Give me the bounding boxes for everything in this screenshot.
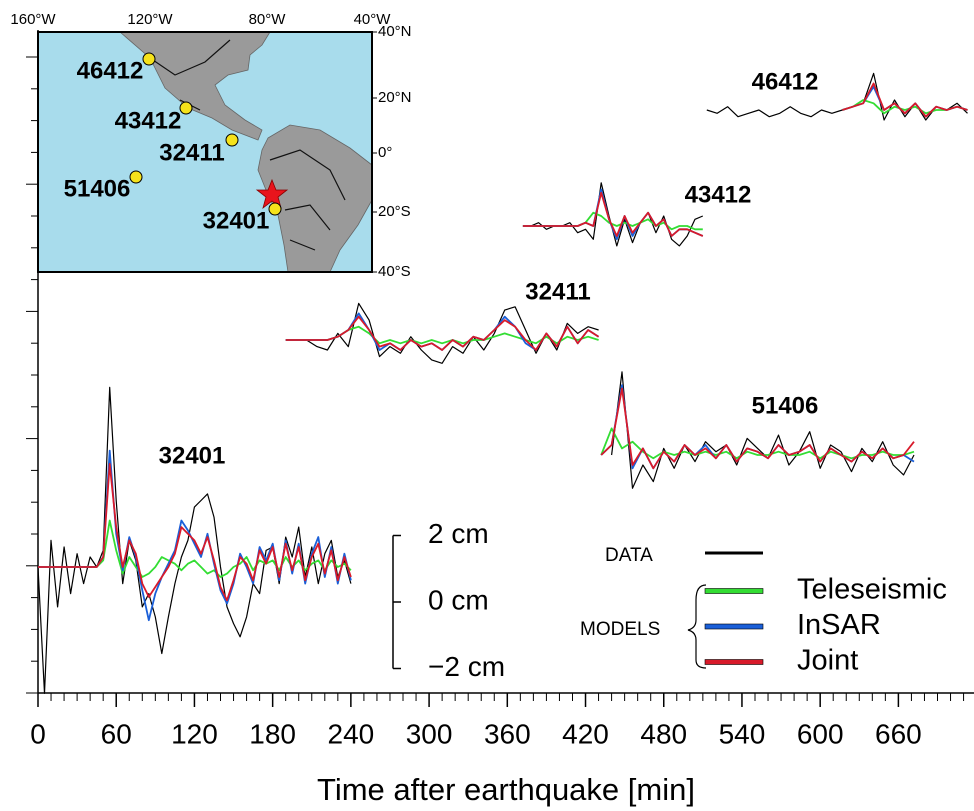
station-label: 32411 [525,278,590,305]
scale-bar: 2 cm 0 cm −2 cm [392,518,505,682]
map-lon-label: 80°W [249,11,287,28]
x-tick-label: 600 [797,718,844,749]
legend-swatch [704,623,764,630]
x-tick-label: 300 [406,718,453,749]
models-brace [687,584,707,669]
x-tick-label: 240 [328,718,375,749]
model-trace [38,463,352,602]
map-lat-label: 40°S [378,263,411,280]
legend-swatch [704,659,764,665]
map-station-label: 43412 [115,107,182,134]
map-lat-label: 40°N [378,23,412,40]
x-tick-label: 180 [249,718,296,749]
x-tick-label: 360 [484,718,531,749]
legend-swatch [704,588,764,594]
station-dot [129,170,143,184]
data-trace [522,182,704,247]
model-trace [842,82,968,118]
map-station-label: 32411 [159,139,224,166]
x-tick-label: 420 [562,718,609,749]
model-trace [285,315,600,351]
land [257,124,373,273]
map-lon-label: 40°W [354,11,392,28]
x-tick-label: 60 [101,718,132,749]
legend-label: Teleseismic [797,574,947,606]
map-lon-label: 160°W [10,11,56,28]
station-dot [225,133,239,147]
map-station-label: 51406 [64,175,131,202]
station-dot [268,202,282,216]
data-trace [37,386,352,694]
data-trace [706,72,968,121]
station-label: 51406 [752,392,819,419]
model-trace [38,449,352,622]
station-label: 43412 [685,181,752,208]
scale-bar-label: 2 cm [428,518,489,549]
scale-bar-label: 0 cm [428,584,489,615]
x-tick-label: 120 [171,718,218,749]
legend-label: InSAR [797,609,881,641]
station-dot [179,101,193,115]
epicenter [255,178,289,210]
map-inset: 160°W 120°W 80°W 40°W40°N 20°N 0° 20°S 40°S 4641… [10,11,411,280]
map-lat-label: 20°S [378,203,411,220]
legend-label: DATA [605,545,653,566]
station-dot [142,52,156,66]
station-label: 46412 [752,68,819,95]
legend-label: MODELS [580,619,660,640]
map-lat-label: 0° [378,144,392,161]
x-tick-label: 480 [640,718,687,749]
model-trace [522,191,704,237]
x-tick-label: 0 [30,718,46,749]
model-trace [842,99,968,115]
map-lon-label: 120°W [127,11,173,28]
map-station-label: 46412 [77,57,144,84]
model-trace [285,312,600,351]
data-trace [611,371,915,489]
station-label: 32401 [159,442,226,469]
x-tick-label: 540 [719,718,766,749]
model-trace [38,519,352,578]
data-trace [285,302,599,364]
map-lat-label: 20°N [378,89,412,106]
land [118,31,271,141]
x-axis-label: Time after earthquake [min] [317,772,695,807]
legend-label: Joint [797,645,858,677]
scale-bar-label: −2 cm [428,651,505,682]
x-tick-label: 660 [875,718,922,749]
map-station-label: 32401 [203,207,270,234]
model-trace [600,427,915,460]
map-frame [37,31,373,273]
model-trace [600,387,915,470]
